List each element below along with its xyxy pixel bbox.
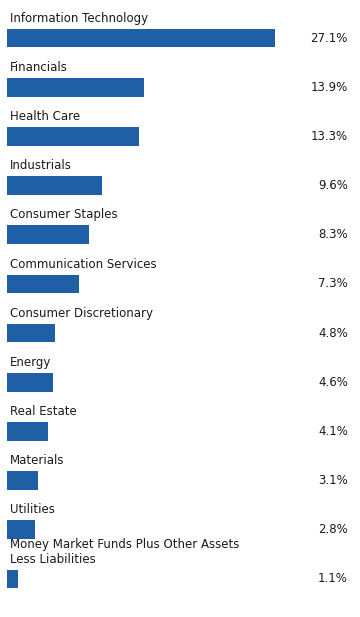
Text: 9.6%: 9.6%	[318, 179, 348, 192]
Bar	[7, 275, 79, 293]
Text: 7.3%: 7.3%	[318, 278, 348, 291]
Text: 2.8%: 2.8%	[318, 523, 348, 536]
Text: 3.1%: 3.1%	[318, 474, 348, 487]
Text: Industrials: Industrials	[10, 159, 72, 172]
Text: 1.1%: 1.1%	[318, 573, 348, 586]
Bar	[7, 520, 35, 539]
Text: 4.6%: 4.6%	[318, 376, 348, 389]
Text: 4.8%: 4.8%	[318, 326, 348, 339]
Bar	[7, 471, 38, 490]
Text: 27.1%: 27.1%	[310, 31, 348, 44]
Bar	[7, 569, 18, 588]
Bar	[7, 78, 144, 97]
Bar	[7, 29, 275, 48]
Text: 13.3%: 13.3%	[311, 130, 348, 143]
Text: Money Market Funds Plus Other Assets
Less Liabilities: Money Market Funds Plus Other Assets Les…	[10, 537, 239, 566]
Bar	[7, 176, 102, 195]
Bar	[7, 225, 89, 244]
Text: Communication Services: Communication Services	[10, 258, 157, 271]
Text: Consumer Discretionary: Consumer Discretionary	[10, 307, 153, 320]
Text: 13.9%: 13.9%	[311, 81, 348, 94]
Text: Financials: Financials	[10, 61, 68, 74]
Bar	[7, 422, 48, 441]
Text: Materials: Materials	[10, 454, 65, 467]
Text: 8.3%: 8.3%	[318, 228, 348, 241]
Text: Utilities: Utilities	[10, 503, 55, 516]
Text: Consumer Staples: Consumer Staples	[10, 209, 118, 222]
Text: Health Care: Health Care	[10, 110, 80, 123]
Text: Information Technology: Information Technology	[10, 12, 148, 25]
Text: 4.1%: 4.1%	[318, 425, 348, 438]
Bar	[7, 324, 55, 342]
Bar	[7, 127, 139, 146]
Bar	[7, 373, 53, 392]
Text: Real Estate: Real Estate	[10, 405, 77, 418]
Text: Energy: Energy	[10, 356, 51, 369]
